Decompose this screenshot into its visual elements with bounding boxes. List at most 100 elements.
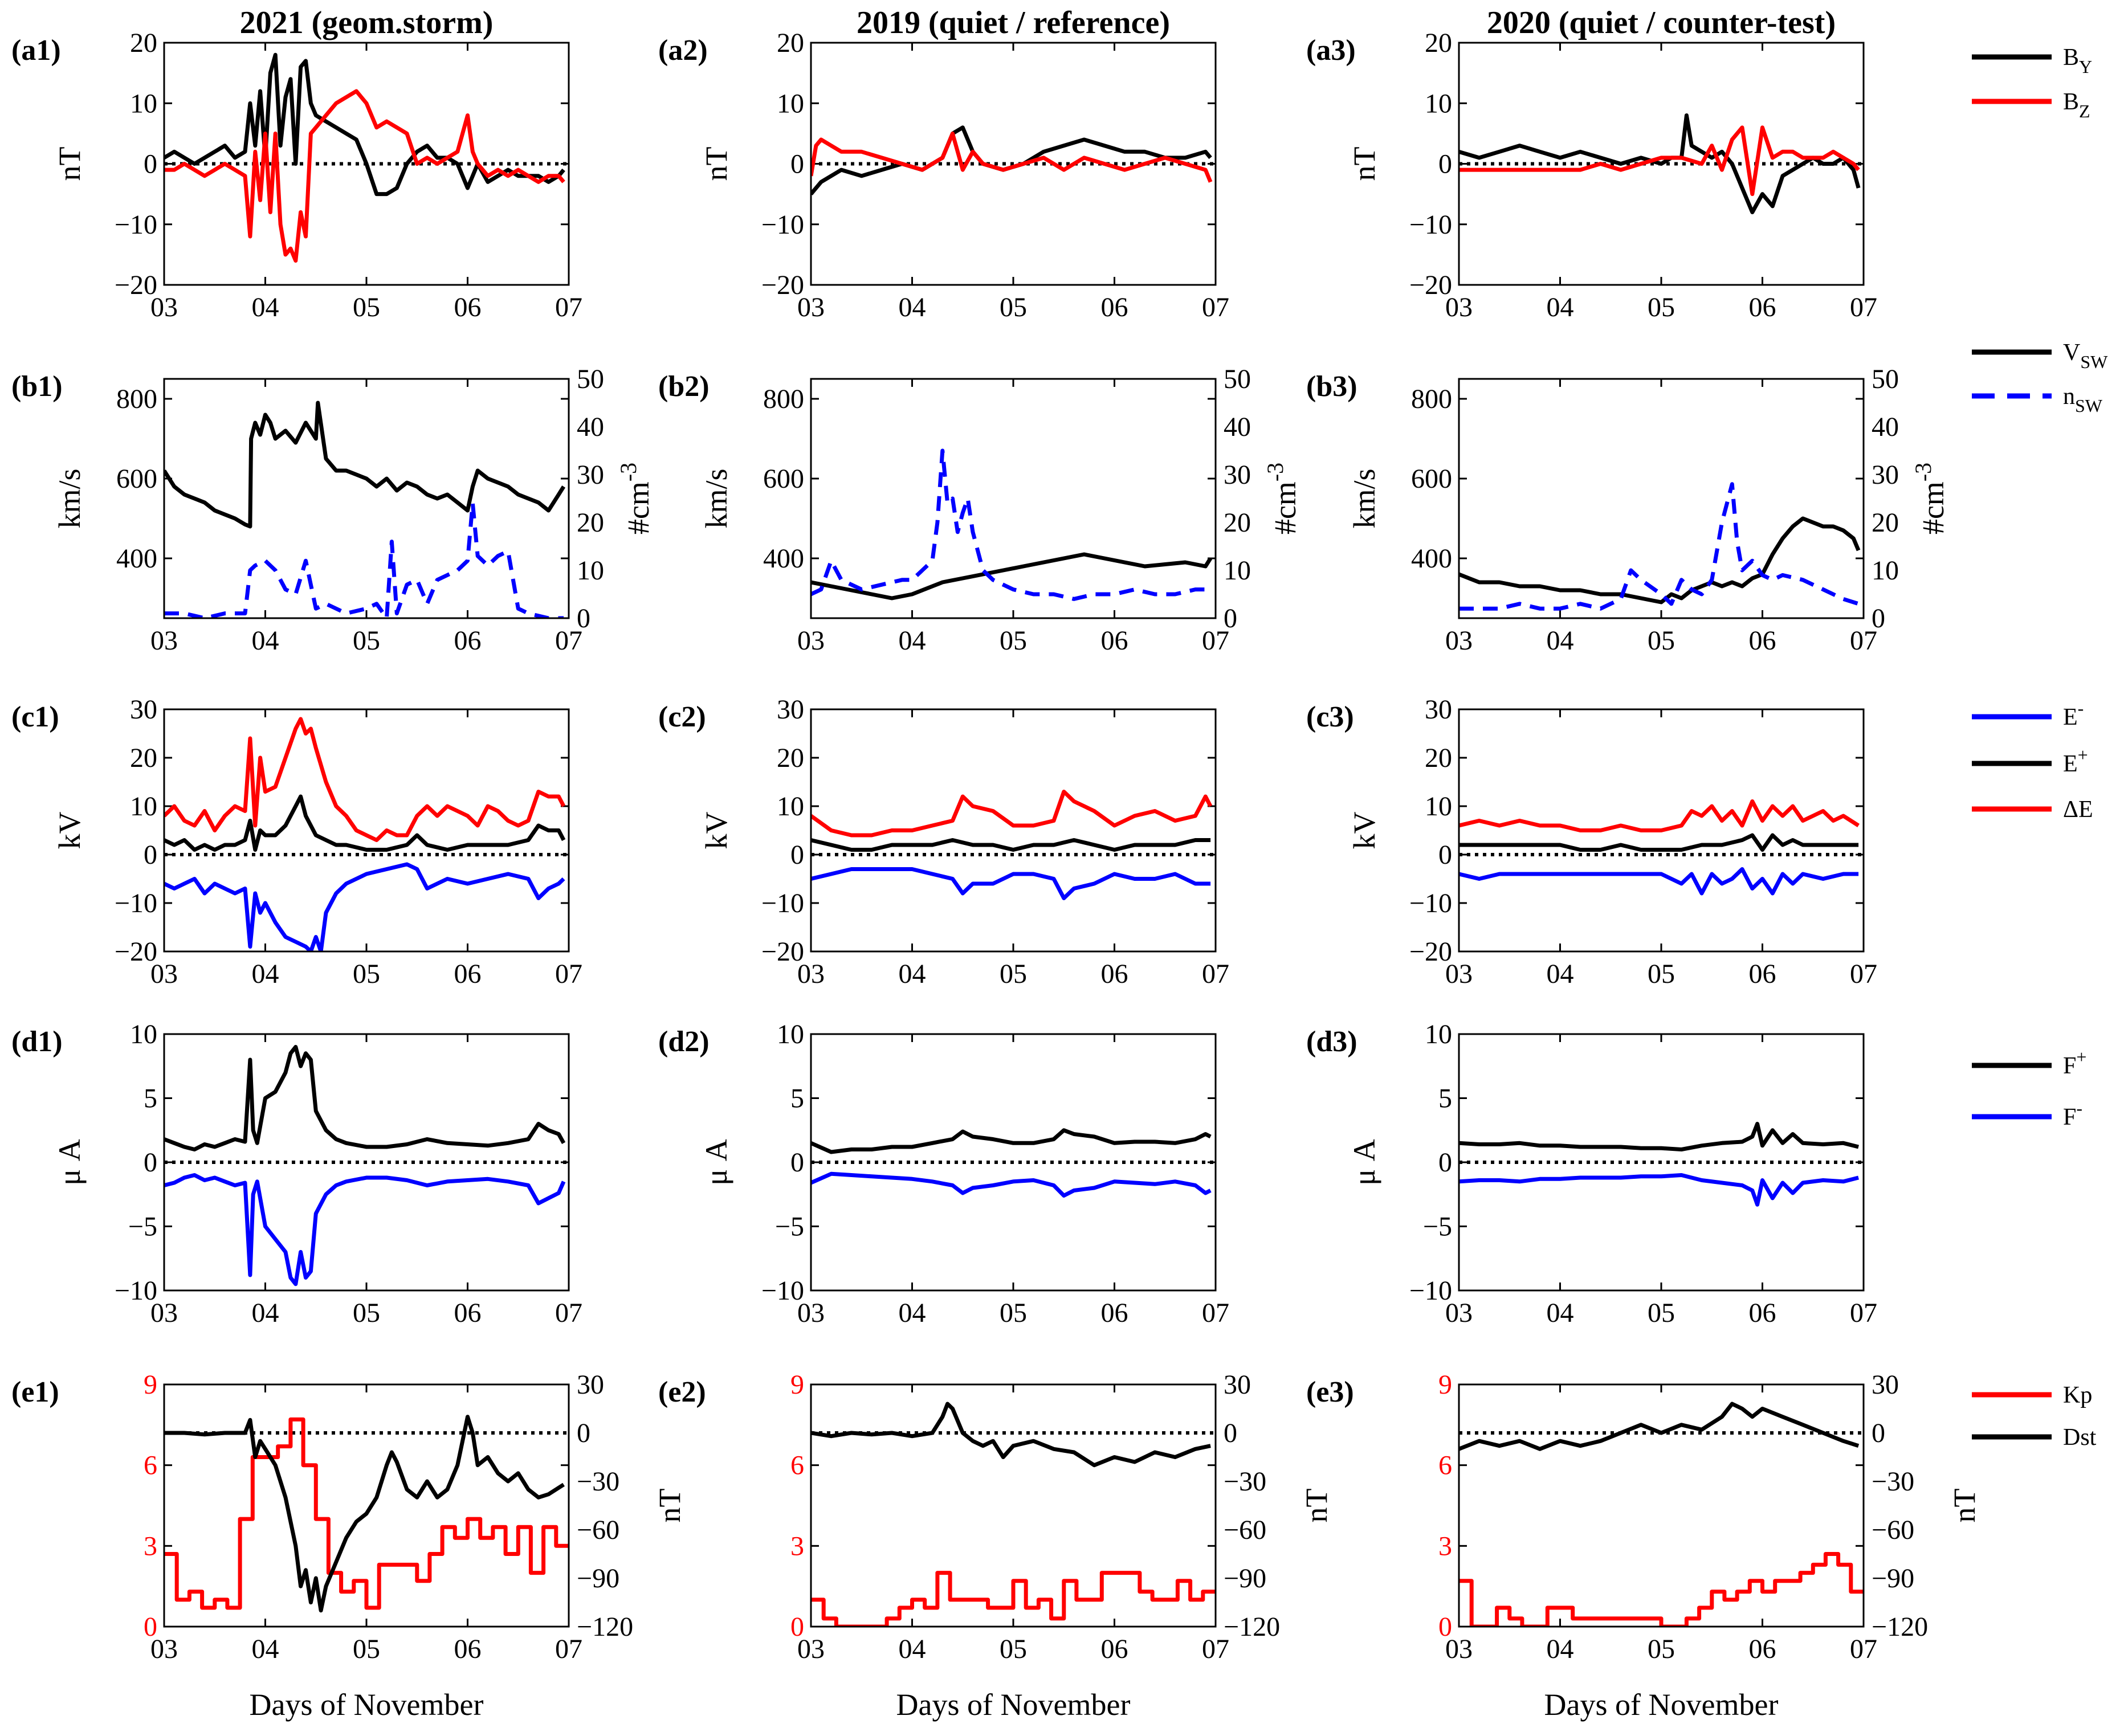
plot-frame	[810, 42, 1217, 286]
x-tick-label: 06	[1101, 1298, 1128, 1328]
x-tick-label: 04	[1547, 1634, 1574, 1664]
series-line-F-	[811, 1171, 1212, 1198]
y2-tick-label: −30	[1224, 1467, 1266, 1497]
series-line-ΔE	[164, 717, 566, 842]
x-tick-label: 06	[454, 959, 482, 989]
y-tick-label: 30	[130, 695, 157, 725]
x-tick-label: 05	[1648, 959, 1675, 989]
panel-b2: (b2) 800 600 400 km/s 50 40 30 20 10 0 #cm-3 03 04 05 0…	[658, 364, 1302, 656]
legend-label: ΔE	[2063, 796, 2093, 823]
y2-tick-label: 10	[1224, 555, 1251, 586]
y-tick-label: −10	[761, 888, 804, 918]
x-tick-label: 06	[1101, 626, 1128, 656]
y2-axis-label: #cm-3	[615, 463, 655, 534]
panel-d2: (d2) 10 5 0 −5 −10 μ A 03 04 05 06 07	[658, 1019, 1229, 1328]
y-tick-label: 600	[763, 464, 804, 494]
series-line-ΔE	[1459, 799, 1860, 832]
x-tick-label: 04	[899, 292, 926, 322]
legend-item-E-: E-	[1972, 698, 2084, 730]
x-tick-label: 07	[555, 1634, 582, 1664]
x-tick-label: 03	[1445, 292, 1473, 322]
plot-frame	[1458, 42, 1865, 286]
y-tick-label: 10	[777, 791, 804, 822]
x-tick-label: 03	[150, 626, 178, 656]
y-tick-label: 800	[763, 384, 804, 414]
y-tick-label: 0	[790, 149, 804, 179]
series-line-nSW	[164, 501, 564, 618]
series-group	[811, 790, 1213, 900]
series-group	[164, 1415, 569, 1613]
y2-tick-label: −120	[1224, 1612, 1280, 1642]
x-tick-label: 07	[1850, 959, 1877, 989]
y2-axis-label: #cm-3	[1910, 463, 1950, 534]
y-axis-label: km/s	[699, 468, 733, 528]
x-tick-label: 06	[454, 1298, 482, 1328]
series-line-VSW	[164, 401, 566, 529]
panel-label-a3: (a3)	[1306, 34, 1356, 67]
y-tick-label: 3	[144, 1531, 157, 1561]
series-group	[1459, 1402, 1864, 1627]
y-axis-label: km/s	[52, 468, 87, 528]
plot-frame	[1458, 708, 1865, 953]
y-tick-label: 5	[144, 1084, 157, 1114]
x-tick-label: 07	[555, 292, 582, 322]
y-tick-label: 0	[144, 1612, 157, 1642]
series-line-E+	[811, 838, 1211, 852]
plot-frame	[1458, 1383, 1865, 1628]
y-tick-label: 0	[790, 1612, 804, 1642]
y-axis-label: μ A	[1347, 1139, 1381, 1185]
x-axis-label: Days of November	[896, 1688, 1131, 1722]
plot-frame	[810, 708, 1217, 953]
x-tick-label: 03	[797, 959, 825, 989]
legend-label: nSW	[2063, 383, 2103, 416]
series-line-Kp	[811, 1571, 1216, 1627]
x-tick-label: 05	[1648, 292, 1675, 322]
y-tick-label: 6	[790, 1451, 804, 1481]
legend-label: F+	[2063, 1047, 2086, 1079]
x-tick-label: 06	[1749, 1298, 1776, 1328]
y-tick-label: 9	[144, 1370, 157, 1400]
series-line-E-	[811, 867, 1211, 900]
legend-item-ΔE: ΔE	[1972, 796, 2093, 823]
y-tick-label: 10	[777, 88, 804, 119]
plot-frame	[163, 708, 570, 953]
legend-label: Dst	[2063, 1424, 2097, 1451]
y2-tick-label: −60	[1872, 1515, 1914, 1545]
y-tick-label: 10	[1425, 88, 1452, 119]
y-tick-label: 400	[763, 544, 804, 574]
y-tick-label: 0	[1438, 1147, 1452, 1178]
panel-label-b1: (b1)	[11, 370, 63, 403]
y-tick-label: 5	[1438, 1084, 1452, 1114]
y-tick-label: 20	[777, 28, 804, 58]
y-tick-label: −20	[1409, 937, 1452, 967]
y-tick-label: 800	[116, 384, 157, 414]
series-line-Dst	[811, 1402, 1211, 1468]
panel-c3: (c3) 30 20 10 0 −10 −20 kV 03 04 05 06 07	[1306, 695, 1877, 989]
y-tick-label: 600	[1411, 464, 1452, 494]
x-tick-label: 07	[555, 626, 582, 656]
x-tick-label: 04	[899, 1298, 926, 1328]
plot-frame	[810, 1383, 1217, 1628]
x-tick-label: 06	[1749, 292, 1776, 322]
y-tick-label: −20	[761, 937, 804, 967]
x-tick-label: 04	[1547, 292, 1574, 322]
y2-tick-label: −30	[577, 1467, 619, 1497]
y-tick-label: 0	[1438, 149, 1452, 179]
y-tick-label: −10	[115, 888, 157, 918]
legend-label: F-	[2063, 1098, 2082, 1130]
x-tick-label: 04	[252, 1634, 279, 1664]
panel-a2: (a2) 20 10 0 −10 −20 nT 03 04 05 06 07	[658, 28, 1229, 322]
x-tick-label: 05	[353, 1634, 380, 1664]
plot-frame	[163, 1033, 570, 1292]
series-line-Kp	[164, 1417, 569, 1610]
y-axis-label: μ A	[699, 1139, 733, 1185]
y-axis-label: kV	[1347, 812, 1381, 849]
panel-label-b3: (b3)	[1306, 370, 1357, 403]
y2-tick-label: −120	[577, 1612, 633, 1642]
y-tick-label: 0	[144, 840, 157, 870]
y-tick-label: 9	[1438, 1370, 1452, 1400]
series-group	[811, 448, 1213, 601]
x-tick-label: 07	[1202, 959, 1229, 989]
x-tick-label: 04	[1547, 959, 1574, 989]
panel-a1: (a1) 20 10 0 −10 −20 nT 03 04 05 06 07	[11, 28, 582, 322]
